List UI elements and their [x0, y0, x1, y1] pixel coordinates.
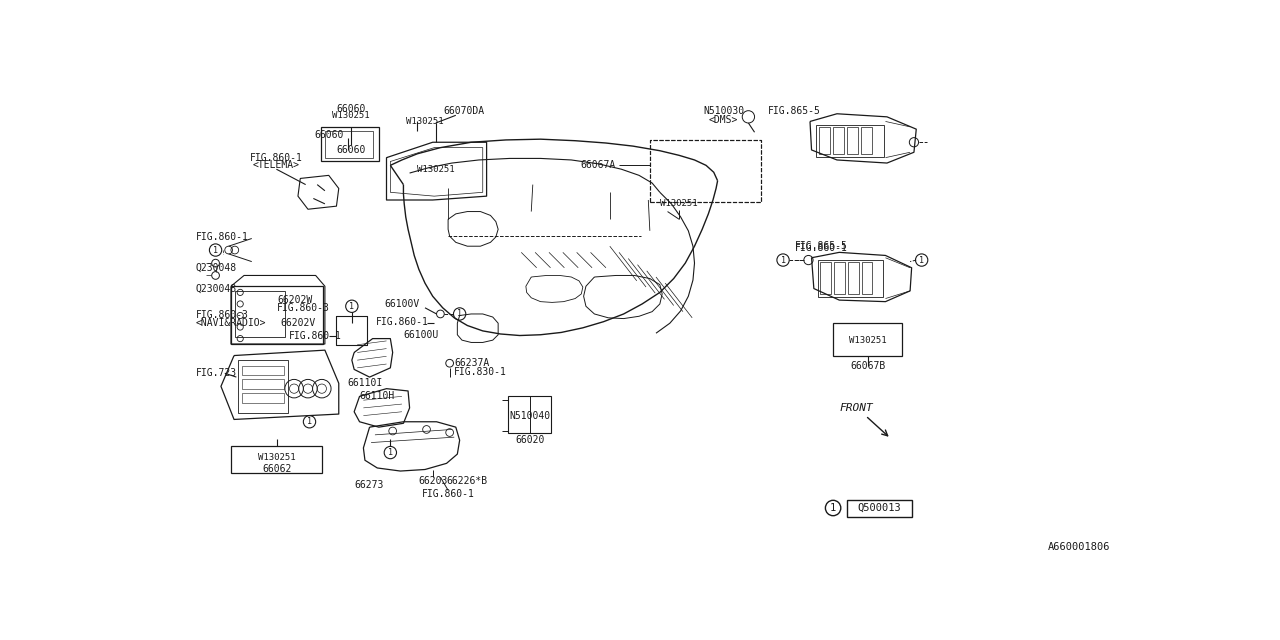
Bar	[321, 127, 379, 161]
Bar	[847, 500, 913, 517]
Bar	[234, 291, 285, 337]
Bar	[650, 140, 762, 202]
Text: 66060: 66060	[337, 104, 366, 114]
Bar	[508, 396, 550, 433]
Text: 1: 1	[349, 301, 355, 311]
Bar	[818, 260, 883, 297]
Text: FIG.723: FIG.723	[196, 368, 237, 378]
Bar	[817, 125, 884, 157]
Text: 66067A: 66067A	[581, 161, 616, 170]
Text: 1: 1	[307, 417, 312, 426]
Text: 66060: 66060	[314, 129, 343, 140]
Bar	[833, 262, 845, 294]
Bar	[861, 262, 873, 294]
Text: FIG.865-5: FIG.865-5	[768, 106, 820, 116]
Bar	[238, 360, 288, 413]
Text: 1: 1	[388, 448, 393, 457]
Text: 66202V: 66202V	[280, 318, 316, 328]
Text: Q230048: Q230048	[196, 263, 237, 273]
Text: FIG.860-1: FIG.860-1	[375, 317, 429, 326]
Text: 66060: 66060	[337, 145, 366, 155]
Text: FIG.860-3: FIG.860-3	[278, 303, 330, 313]
Bar	[833, 323, 902, 356]
Bar	[242, 380, 284, 388]
Text: FIG.860-1: FIG.860-1	[250, 153, 303, 163]
Text: W130251: W130251	[417, 164, 454, 173]
Text: N510040: N510040	[509, 411, 550, 420]
Text: FIG.860-1: FIG.860-1	[289, 332, 342, 341]
Text: W130251: W130251	[333, 111, 370, 120]
Bar	[230, 447, 321, 474]
Text: FIG.830-1: FIG.830-1	[454, 367, 507, 377]
Bar	[242, 365, 284, 375]
Text: 1: 1	[457, 310, 462, 319]
Text: 66226*B: 66226*B	[447, 476, 488, 486]
Bar	[861, 127, 872, 154]
Text: 66110H: 66110H	[360, 391, 396, 401]
Text: 66100V: 66100V	[384, 299, 420, 309]
Text: FIG.860-1: FIG.860-1	[795, 243, 847, 253]
Text: 66020: 66020	[515, 435, 544, 445]
Text: 66100U: 66100U	[403, 330, 439, 340]
Bar	[230, 286, 324, 344]
Text: W130251: W130251	[406, 117, 444, 126]
Text: 66202W: 66202W	[278, 295, 312, 305]
Text: 66110I: 66110I	[347, 378, 383, 388]
Text: 1: 1	[212, 246, 218, 255]
Text: FRONT: FRONT	[840, 403, 873, 413]
Text: <NAVI&RADIO>: <NAVI&RADIO>	[196, 318, 266, 328]
Text: 1: 1	[829, 503, 836, 513]
Bar	[325, 131, 372, 157]
Bar	[650, 140, 762, 202]
Text: 66203: 66203	[419, 476, 448, 486]
Text: Q230048: Q230048	[196, 284, 237, 294]
Text: <DMS>: <DMS>	[709, 115, 739, 125]
Text: N510030: N510030	[703, 106, 745, 116]
Text: 66273: 66273	[355, 480, 384, 490]
Text: 66062: 66062	[262, 465, 292, 474]
Text: 1: 1	[919, 255, 924, 264]
Text: 66237A: 66237A	[454, 358, 489, 368]
Text: W130251: W130251	[660, 199, 698, 209]
Text: FIG.860-1: FIG.860-1	[196, 232, 248, 242]
Text: FIG.860-3: FIG.860-3	[196, 310, 248, 321]
Bar	[819, 127, 829, 154]
Text: FIG.865-5: FIG.865-5	[795, 241, 847, 251]
Text: Q500013: Q500013	[858, 503, 901, 513]
Bar	[833, 127, 844, 154]
Text: 66070DA: 66070DA	[443, 106, 484, 116]
Bar	[847, 127, 858, 154]
Text: W130251: W130251	[849, 335, 887, 344]
Text: 66067B: 66067B	[850, 360, 886, 371]
Text: FIG.860-1: FIG.860-1	[421, 489, 475, 499]
Bar	[242, 393, 284, 403]
Bar	[820, 262, 831, 294]
Bar	[847, 262, 859, 294]
Text: 1: 1	[781, 255, 786, 264]
Text: W130251: W130251	[259, 454, 296, 463]
Text: A660001806: A660001806	[1048, 541, 1110, 552]
Text: <TELEMA>: <TELEMA>	[253, 161, 300, 170]
